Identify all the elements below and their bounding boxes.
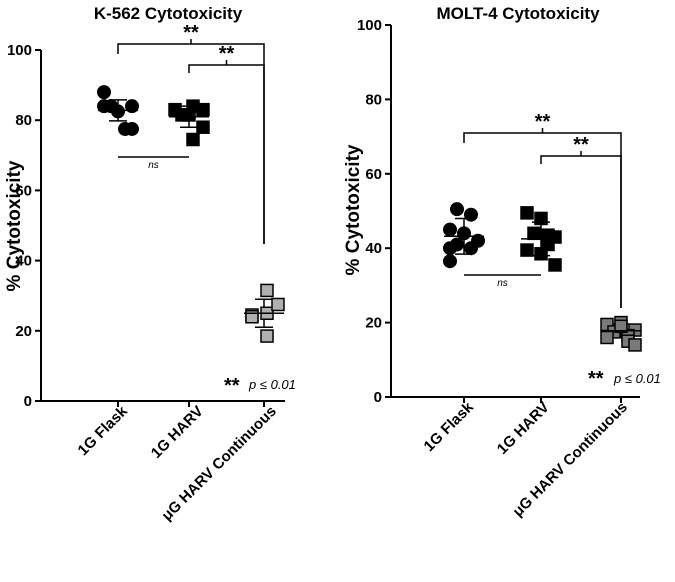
data-point — [443, 254, 457, 269]
data-point — [196, 102, 210, 117]
data-point — [527, 226, 541, 241]
data-point — [186, 132, 200, 147]
comparison-label: ** — [183, 22, 199, 44]
data-point — [260, 329, 274, 343]
y-tick-label: 20 — [365, 315, 382, 332]
panel-title-molt4: MOLT-4 Cytotoxicity — [436, 4, 600, 23]
data-point — [104, 99, 118, 114]
panel-molt4: MOLT-4 Cytotoxicity % Cytotoxicity 0 20 40… — [343, 4, 661, 520]
data-point — [97, 85, 111, 100]
annotation-text: p ≤ 0.01 — [613, 371, 661, 386]
annotation-stars: ** — [224, 375, 240, 397]
category-label: 1G HARV — [148, 403, 207, 462]
comparison-bracket — [188, 64, 265, 244]
comparison-label: ns — [497, 278, 508, 289]
data-point — [443, 222, 457, 237]
y-tick-label: 80 — [15, 112, 32, 129]
y-tick-label: 20 — [15, 323, 32, 340]
comparison-label: ** — [535, 111, 551, 133]
data-point — [520, 243, 534, 257]
plot-area-molt4: 0 20 40 60 80 100 ** ** ns — [357, 17, 642, 406]
comparison-label: ** — [573, 134, 589, 156]
y-tick-label: 100 — [7, 42, 32, 59]
data-point — [175, 108, 189, 122]
data-point — [548, 258, 562, 272]
data-point — [196, 120, 210, 134]
data-point — [125, 121, 139, 136]
data-point — [450, 202, 464, 217]
y-axis-label-k562: % Cytotoxicity — [4, 160, 25, 291]
plot-area-k562: 0 20 40 60 80 100 ** ** ns — [7, 22, 285, 410]
data-point — [125, 99, 139, 114]
data-point — [614, 319, 628, 334]
p-value-annotation-molt4: ** p ≤ 0.01 — [588, 368, 661, 390]
category-label: 1G Flask — [75, 402, 132, 459]
data-point — [260, 283, 274, 298]
data-point — [450, 237, 464, 252]
data-point — [464, 207, 478, 222]
data-point — [628, 338, 642, 352]
y-axis-label-molt4: % Cytotoxicity — [343, 144, 364, 275]
comparison-label: ns — [148, 160, 159, 171]
data-point — [600, 330, 614, 345]
data-point — [271, 297, 285, 312]
data-point — [534, 247, 548, 261]
y-tick-label: 0 — [24, 393, 32, 410]
category-label: 1G Flask — [421, 398, 478, 455]
annotation-text: p ≤ 0.01 — [248, 377, 296, 392]
data-point — [520, 206, 534, 220]
panel-title-k562: K-562 Cytotoxicity — [94, 4, 243, 23]
y-tick-label: 0 — [374, 389, 382, 406]
y-tick-label: 40 — [15, 253, 32, 270]
y-tick-label: 100 — [357, 17, 382, 34]
comparison-label: ** — [219, 43, 235, 65]
data-point — [457, 226, 471, 241]
annotation-stars: ** — [588, 368, 604, 390]
panel-k562: K-562 Cytotoxicity % Cytotoxicity 0 20 40 6… — [4, 4, 296, 524]
y-tick-label: 40 — [365, 240, 382, 257]
data-point — [534, 211, 548, 226]
category-label: 1G HARV — [494, 399, 553, 458]
y-tick-label: 60 — [15, 182, 32, 199]
p-value-annotation-k562: ** p ≤ 0.01 — [224, 375, 296, 397]
y-tick-label: 80 — [365, 91, 382, 108]
y-tick-label: 60 — [365, 166, 382, 183]
data-point — [464, 241, 478, 256]
